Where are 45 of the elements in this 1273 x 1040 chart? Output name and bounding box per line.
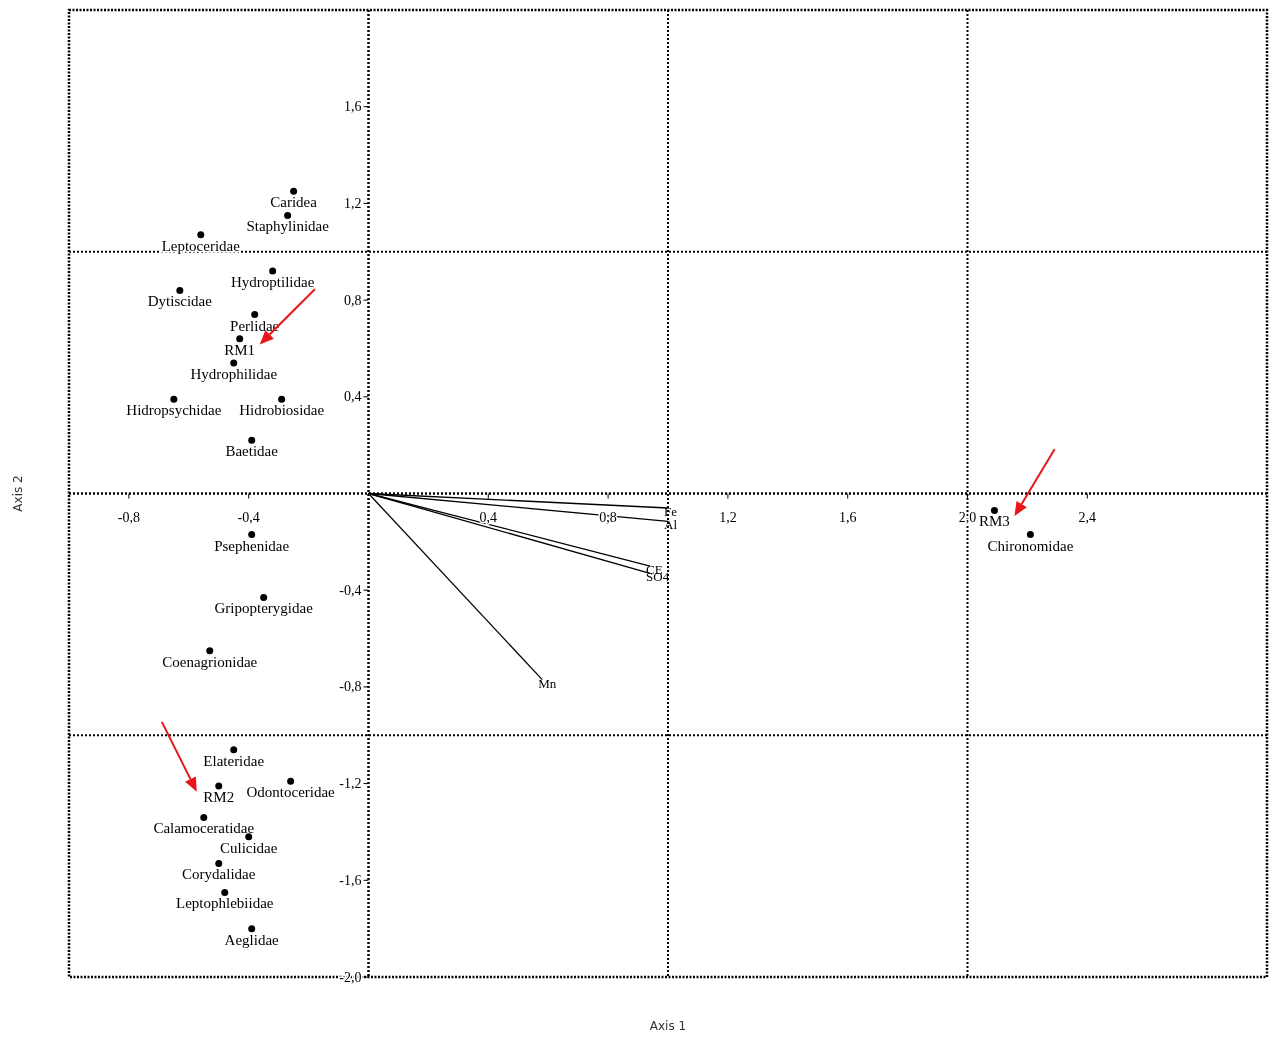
data-label: Leptophlebiidae: [176, 895, 274, 912]
data-label: Dytiscidae: [147, 293, 213, 310]
data-label: Gripopterygidae: [214, 600, 314, 617]
data-label: Aeglidae: [224, 931, 280, 948]
data-label: Psephenidae: [214, 537, 290, 554]
data-label: RM2: [203, 789, 235, 806]
x-tick-label: 2,4: [1078, 509, 1097, 525]
data-label: Staphylinidae: [246, 218, 330, 235]
data-label: Chironomidae: [987, 537, 1074, 554]
x-tick-label: 0,4: [479, 509, 498, 525]
series-label: Mn: [538, 675, 557, 691]
data-label: Hydroptilidae: [231, 274, 315, 291]
y-tick-label: 1,6: [344, 99, 362, 115]
data-label: Coenagrionidae: [162, 653, 258, 670]
data-label: Hydrophilidae: [190, 365, 278, 382]
data-label: Baetidae: [225, 443, 279, 460]
y-tick-label: 1,2: [344, 195, 362, 211]
x-axis-title: Axis 1: [649, 1019, 687, 1033]
x-tick-label: -0,4: [237, 509, 260, 525]
data-label: Leptoceridae: [161, 237, 241, 254]
data-label: Hidropsychidae: [126, 402, 222, 419]
y-tick-label: -0,8: [339, 679, 362, 695]
y-tick-label: -2,0: [339, 969, 362, 985]
data-label: RM3: [979, 513, 1010, 530]
y-tick-label: 0,8: [344, 292, 362, 308]
data-label: Culicidae: [219, 839, 278, 856]
y-tick-label: -1,2: [339, 776, 362, 792]
y-axis-title: Axis 2: [11, 475, 25, 512]
series-label: Fe: [664, 504, 678, 520]
y-tick-label: 0,4: [344, 389, 362, 405]
x-tick-label: -0,8: [117, 509, 140, 525]
x-tick-label: 2,0: [958, 509, 977, 525]
data-label: Elateridae: [203, 752, 265, 769]
x-tick-label: 1,2: [719, 509, 737, 525]
x-tick-label: 1,6: [838, 509, 857, 525]
data-label: Odontoceridae: [246, 784, 336, 801]
y-tick-label: -0,4: [339, 582, 362, 598]
data-label: RM1: [224, 341, 256, 358]
data-label: Calamoceratidae: [153, 820, 255, 837]
data-label: Hidrobiosidae: [239, 402, 325, 419]
data-label: Caridea: [270, 194, 318, 211]
data-label: Perlidae: [230, 317, 280, 334]
data-label: Corydalidae: [182, 866, 256, 883]
series-label: Al: [664, 517, 678, 533]
y-tick-label: -1,6: [339, 872, 362, 888]
